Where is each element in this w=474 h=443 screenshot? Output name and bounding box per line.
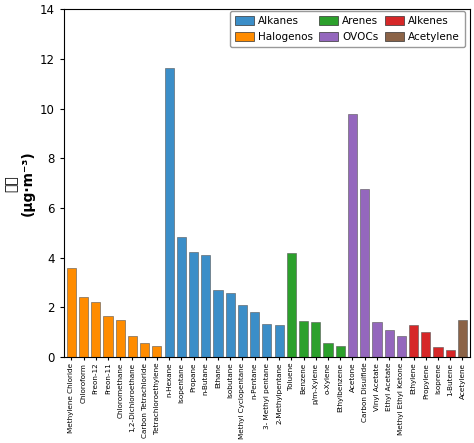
Bar bbox=[446, 350, 455, 357]
Bar bbox=[299, 321, 308, 357]
Bar bbox=[262, 323, 272, 357]
Y-axis label: 浓度
(μg·m⁻³): 浓度 (μg·m⁻³) bbox=[4, 150, 35, 216]
Bar bbox=[323, 343, 333, 357]
Bar bbox=[128, 336, 137, 357]
Bar bbox=[116, 320, 125, 357]
Bar bbox=[250, 312, 259, 357]
Bar bbox=[103, 316, 112, 357]
Bar bbox=[336, 346, 345, 357]
Bar bbox=[458, 320, 467, 357]
Bar bbox=[274, 325, 284, 357]
Bar bbox=[201, 255, 210, 357]
Bar bbox=[360, 189, 369, 357]
Bar bbox=[152, 346, 162, 357]
Bar bbox=[433, 347, 443, 357]
Bar bbox=[140, 343, 149, 357]
Bar bbox=[421, 332, 430, 357]
Bar bbox=[189, 252, 198, 357]
Bar bbox=[177, 237, 186, 357]
Bar bbox=[238, 305, 247, 357]
Bar bbox=[409, 325, 418, 357]
Bar bbox=[79, 298, 88, 357]
Bar bbox=[287, 253, 296, 357]
Bar bbox=[164, 68, 173, 357]
Bar bbox=[348, 113, 357, 357]
Bar bbox=[373, 323, 382, 357]
Bar bbox=[213, 290, 223, 357]
Bar bbox=[67, 268, 76, 357]
Bar bbox=[226, 292, 235, 357]
Bar bbox=[397, 336, 406, 357]
Bar bbox=[91, 303, 100, 357]
Legend: Alkanes, Halogenos, Arenes, OVOCs, Alkenes, Acetylene: Alkanes, Halogenos, Arenes, OVOCs, Alken… bbox=[230, 11, 465, 47]
Bar bbox=[384, 330, 394, 357]
Bar bbox=[311, 323, 320, 357]
